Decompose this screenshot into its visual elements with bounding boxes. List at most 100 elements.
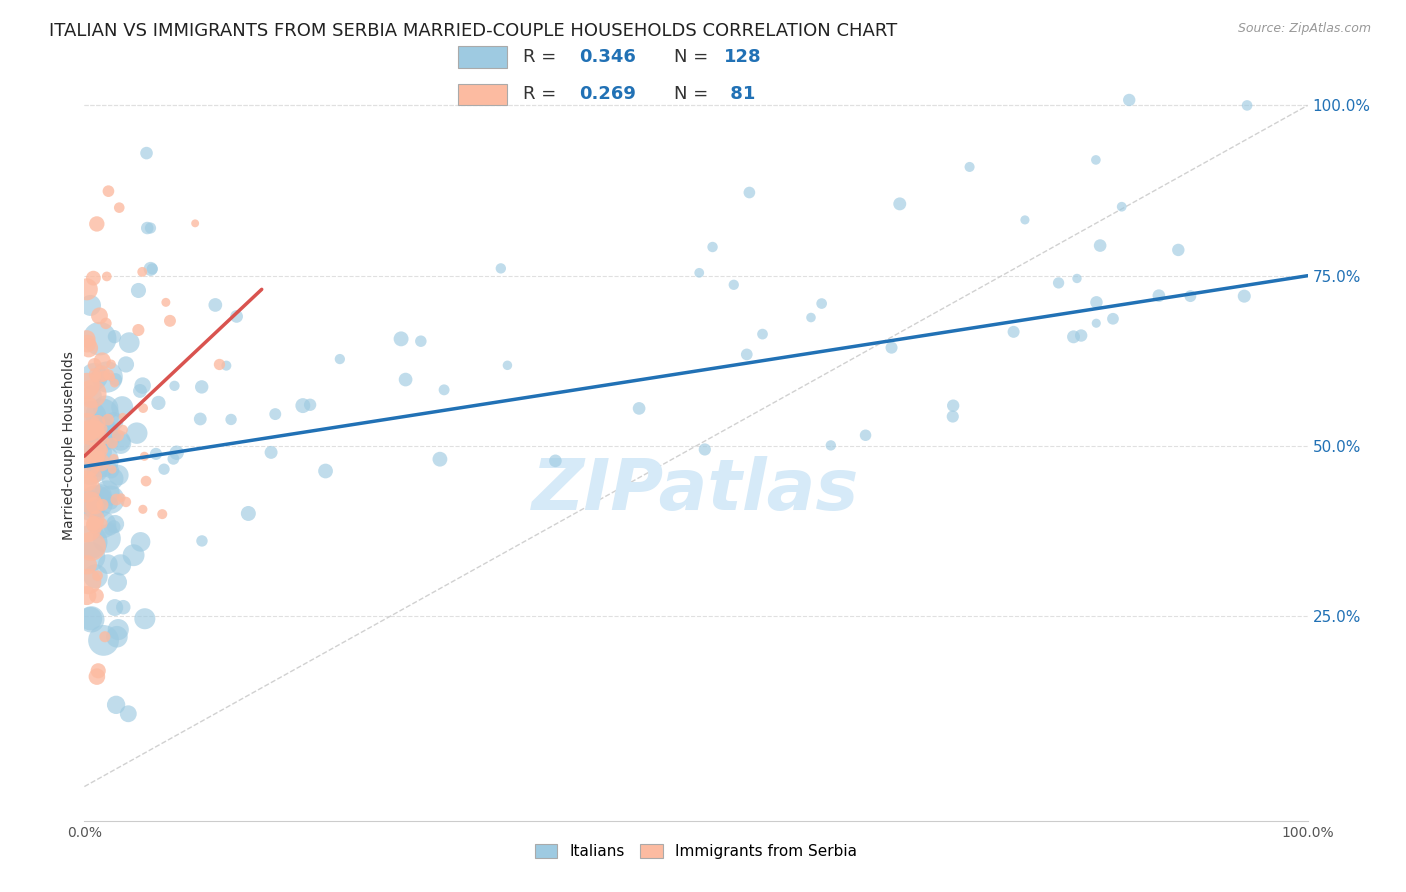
Text: ITALIAN VS IMMIGRANTS FROM SERBIA MARRIED-COUPLE HOUSEHOLDS CORRELATION CHART: ITALIAN VS IMMIGRANTS FROM SERBIA MARRIE… xyxy=(49,22,897,40)
Point xyxy=(104,516,127,531)
Point xyxy=(82,387,104,401)
Point xyxy=(1047,276,1070,290)
Point xyxy=(91,409,114,423)
Point xyxy=(139,221,162,235)
Point xyxy=(76,282,98,296)
Point xyxy=(104,600,127,615)
Point xyxy=(84,569,107,583)
Point xyxy=(166,446,188,460)
Point xyxy=(91,426,114,441)
Legend: Italians, Immigrants from Serbia: Italians, Immigrants from Serbia xyxy=(529,838,863,865)
Point xyxy=(107,623,129,637)
Point xyxy=(1102,311,1125,326)
Point xyxy=(77,574,100,589)
Point xyxy=(77,341,100,355)
Point xyxy=(153,462,176,476)
Point xyxy=(80,539,103,553)
Point xyxy=(880,341,903,355)
Point xyxy=(136,221,159,235)
Point xyxy=(163,379,186,393)
Text: 128: 128 xyxy=(724,47,762,66)
Point xyxy=(89,450,111,464)
Point xyxy=(145,447,167,461)
Point xyxy=(1084,153,1107,167)
Text: 0.346: 0.346 xyxy=(579,47,637,66)
Point xyxy=(101,436,124,450)
Point xyxy=(96,532,118,546)
Point xyxy=(1147,288,1170,302)
Point xyxy=(1002,325,1025,339)
Point xyxy=(104,373,127,387)
Point xyxy=(97,412,120,426)
Bar xyxy=(458,84,508,105)
Point xyxy=(118,335,141,350)
Point xyxy=(103,376,125,390)
Point xyxy=(94,401,117,416)
Point xyxy=(429,452,451,467)
Point xyxy=(101,462,124,476)
Point xyxy=(131,378,153,392)
Point xyxy=(1118,93,1140,107)
Point xyxy=(93,368,115,383)
Point xyxy=(79,499,101,513)
Point xyxy=(96,486,118,500)
Point xyxy=(79,535,101,549)
Point xyxy=(127,323,149,337)
Point xyxy=(135,146,157,161)
Text: R =: R = xyxy=(523,47,561,66)
Point xyxy=(76,589,98,603)
Point xyxy=(1070,328,1092,343)
Point xyxy=(111,400,134,414)
Point xyxy=(84,469,107,483)
Point xyxy=(103,415,125,429)
Point xyxy=(1066,271,1088,285)
Point xyxy=(159,314,181,328)
Point xyxy=(105,492,128,507)
Point xyxy=(83,499,105,513)
Point xyxy=(79,298,101,312)
Point xyxy=(86,511,108,525)
Point xyxy=(215,359,238,373)
Point xyxy=(110,558,132,572)
Point xyxy=(1085,295,1108,310)
Point xyxy=(942,409,965,424)
Point xyxy=(84,369,107,384)
Point xyxy=(80,389,103,403)
Point xyxy=(702,240,724,254)
Point xyxy=(141,261,163,276)
Point xyxy=(79,612,101,626)
Point xyxy=(91,498,114,512)
Point xyxy=(1111,200,1133,214)
Point xyxy=(688,266,710,280)
Point xyxy=(1085,316,1108,330)
Point xyxy=(134,612,156,626)
Point xyxy=(184,216,207,230)
Point xyxy=(100,496,122,510)
Point xyxy=(84,368,107,382)
Point xyxy=(148,396,170,410)
Point xyxy=(80,425,103,440)
Point xyxy=(76,332,98,346)
Point xyxy=(129,534,152,549)
Point xyxy=(83,358,105,372)
Point xyxy=(800,310,823,325)
Point xyxy=(135,474,157,488)
Point xyxy=(87,664,110,678)
Point xyxy=(96,370,118,384)
Point xyxy=(94,630,117,644)
Point xyxy=(76,336,98,351)
Point xyxy=(100,357,122,371)
Point xyxy=(76,400,98,414)
Point xyxy=(84,495,107,509)
Point xyxy=(107,428,129,442)
Point xyxy=(132,502,155,516)
Point xyxy=(107,468,129,483)
Point xyxy=(115,358,138,372)
Point xyxy=(90,453,112,467)
Point xyxy=(108,201,131,215)
Point xyxy=(93,633,115,648)
Point xyxy=(101,472,124,486)
Point xyxy=(79,465,101,479)
Point xyxy=(723,277,745,292)
Point xyxy=(87,442,110,456)
